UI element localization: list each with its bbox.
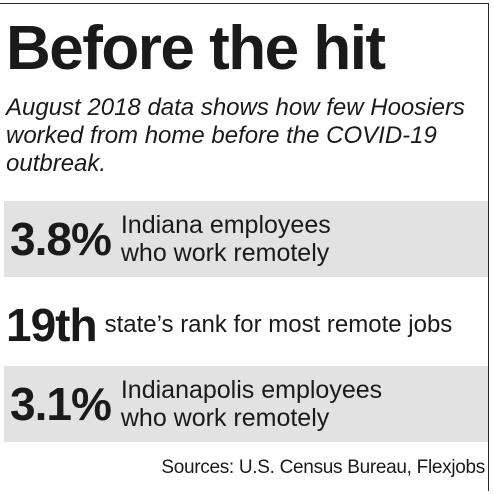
- stat-label: state’s rank for most remote jobs: [104, 311, 453, 338]
- stat-label-line: Indiana employees: [120, 211, 331, 239]
- top-border-rule: [0, 3, 488, 4]
- stat-label-line: Indianapolis employees: [120, 376, 383, 404]
- right-border-rule: [488, 3, 489, 491]
- source-credit: Sources: U.S. Census Bureau, Flexjobs: [161, 457, 485, 478]
- stat-indianapolis-remote: 3.1% Indianapolis employees who work rem…: [4, 366, 488, 442]
- page-title: Before the hit: [6, 14, 386, 83]
- stat-label: Indianapolis employees who work remotely: [121, 376, 488, 432]
- stat-value: 19th: [6, 299, 98, 351]
- stat-label-line: who work remotely: [120, 404, 330, 432]
- stat-label-line: who work remotely: [120, 239, 330, 267]
- subtitle: August 2018 data shows how few Hoosiers …: [6, 94, 465, 177]
- stat-value: 3.8%: [10, 213, 112, 265]
- stat-state-rank: 19th state’s rank for most remote jobs: [4, 292, 488, 358]
- stat-label: Indiana employees who work remotely: [121, 211, 488, 267]
- stat-value: 3.1%: [10, 378, 112, 430]
- stat-indiana-remote: 3.8% Indiana employees who work remotely: [4, 201, 488, 277]
